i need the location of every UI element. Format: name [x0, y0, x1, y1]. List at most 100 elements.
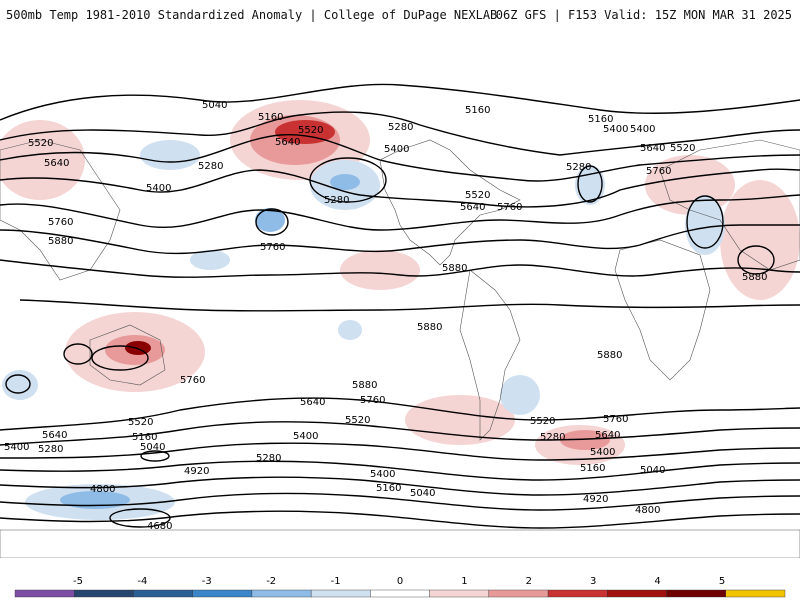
- ocean-background: [0, 40, 800, 558]
- colorbar-svg: -5 -4 -3 -2 -1 0 1 2 3 4 5: [14, 576, 786, 598]
- closed-low-5280: [577, 165, 603, 203]
- cold-anomaly: [575, 165, 605, 205]
- colorbar-tick-label: 3: [590, 576, 596, 587]
- contour-5280-south: [0, 460, 800, 481]
- colorbar-swatches: [14, 589, 786, 598]
- contour-label: 5880: [597, 350, 622, 361]
- colorbar-swatch: [251, 589, 312, 598]
- contour-label: 5280: [198, 161, 223, 172]
- colorbar-tick-label: 0: [397, 576, 403, 587]
- map-svg: 5040 5160 5520 5640 5520 5280 5400 5640 …: [0, 40, 800, 558]
- closed-high-5880: [5, 374, 31, 394]
- contour-label: 5760: [646, 166, 671, 177]
- contour-5640: [0, 224, 800, 255]
- contour-label: 5640: [275, 137, 300, 148]
- colorbar-tick-label: -3: [202, 576, 212, 587]
- contour-label: 5040: [202, 100, 227, 111]
- contour-label: 5280: [324, 195, 349, 206]
- colorbar-swatch: [666, 589, 726, 598]
- cold-anomaly: [2, 370, 38, 400]
- contour-label: 5400: [630, 124, 655, 135]
- colorbar-swatch: [607, 589, 667, 598]
- colorbar-swatch: [725, 589, 786, 598]
- warm-anomaly: [340, 250, 420, 290]
- colorbar-tick-label: -2: [266, 576, 276, 587]
- warm-anomaly: [560, 430, 610, 450]
- contour-label: 4800: [90, 484, 115, 495]
- contour-label: 5760: [48, 217, 73, 228]
- contour-label: 5160: [465, 105, 490, 116]
- contour-5040: [0, 83, 800, 121]
- antarctica: [0, 529, 800, 558]
- contour-5280: [0, 133, 800, 182]
- contour-label: 5040: [410, 488, 435, 499]
- colorbar-tick-label: 2: [526, 576, 532, 587]
- contour-label: 5880: [48, 236, 73, 247]
- contour-label: 5760: [260, 242, 285, 253]
- cold-anomaly: [190, 250, 230, 270]
- contour-4800-south: [0, 510, 800, 529]
- cold-anomaly: [140, 140, 200, 170]
- contour-5760: [0, 259, 800, 278]
- colorbar-swatch: [488, 589, 549, 598]
- contour-label: 5640: [42, 430, 67, 441]
- contour-label: 5640: [640, 143, 665, 154]
- colorbar-ticks: -5 -4 -3 -2 -1 0 1 2 3 4 5: [73, 576, 725, 587]
- contour-label: 5400: [370, 469, 395, 480]
- contour-5040-south: [0, 476, 800, 496]
- contour-label: 5160: [588, 114, 613, 125]
- warm-anomaly: [405, 395, 515, 445]
- contour-label: 5760: [603, 414, 628, 425]
- contour-label: 5400: [293, 431, 318, 442]
- cold-anomaly: [330, 174, 360, 190]
- contour-5400-south: [0, 442, 800, 461]
- colorbar-tick-label: 5: [719, 576, 725, 587]
- contour-label: 5400: [4, 442, 29, 453]
- cold-anomaly: [338, 320, 362, 340]
- contour-label: 5040: [140, 442, 165, 453]
- colorbar-tick-label: 1: [461, 576, 467, 587]
- model-valid-time: 06Z GFS | F153 Valid: 15Z MON MAR 31 202…: [495, 8, 792, 22]
- cold-anomaly: [685, 195, 725, 255]
- closed-low-4680: [109, 508, 171, 528]
- eurasia-west: [0, 139, 121, 281]
- contour-label: 5880: [352, 380, 377, 391]
- contour-label: 5040: [640, 465, 665, 476]
- colorbar-tick-label: 4: [654, 576, 660, 587]
- anomaly-map: 5040 5160 5520 5640 5520 5280 5400 5640 …: [0, 40, 800, 558]
- warm-anomaly: [0, 120, 85, 200]
- contour-label: 5160: [580, 463, 605, 474]
- contour-label: 5400: [590, 447, 615, 458]
- contour-label: 5880: [742, 272, 767, 283]
- contour-5640-south: [0, 397, 800, 431]
- contour-label: 5520: [530, 416, 555, 427]
- closed-high-5880: [737, 245, 775, 275]
- closed-low-5400: [309, 157, 387, 203]
- contour-4920-south: [0, 492, 800, 511]
- contour-label: 5400: [384, 144, 409, 155]
- contour-label: 5520: [128, 417, 153, 428]
- warm-anomaly: [720, 180, 800, 300]
- contour-label: 5520: [298, 125, 323, 136]
- anomaly-shading: [0, 100, 800, 520]
- contour-label: 5160: [376, 483, 401, 494]
- contour-label: 5280: [566, 162, 591, 173]
- colorbar-swatch: [370, 589, 430, 598]
- contour-label: 5880: [442, 263, 467, 274]
- colorbar-swatch: [74, 589, 134, 598]
- contour-label: 5640: [300, 397, 325, 408]
- colorbar-tick-label: -1: [331, 576, 341, 587]
- closed-low-5760: [255, 208, 289, 236]
- contour-label: 4920: [583, 494, 608, 505]
- contour-label: 5520: [670, 143, 695, 154]
- contour-5400: [0, 168, 800, 208]
- contour-label: 5280: [540, 432, 565, 443]
- contour-label: 5280: [388, 122, 413, 133]
- contour-label: 5520: [28, 138, 53, 149]
- north-america: [379, 139, 521, 266]
- africa: [614, 239, 711, 381]
- contour-label: 4920: [184, 466, 209, 477]
- south-america: [459, 269, 521, 441]
- colorbar-swatch: [133, 589, 193, 598]
- contour-label: 5280: [38, 444, 63, 455]
